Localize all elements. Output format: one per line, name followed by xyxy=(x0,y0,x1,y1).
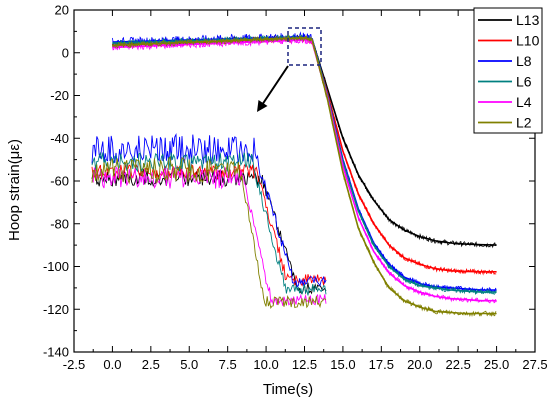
inset-series-l6 xyxy=(91,151,327,296)
zoom-arrow xyxy=(261,65,289,106)
inset-series-l8 xyxy=(91,132,327,288)
x-tick-label: 10.0 xyxy=(253,357,278,372)
x-tick-label: 22.5 xyxy=(446,357,471,372)
y-tick-label: -20 xyxy=(50,88,69,103)
legend-label-l6: L6 xyxy=(516,74,532,90)
x-tick-label: 0.0 xyxy=(103,357,121,372)
x-tick-label: 25.0 xyxy=(484,357,509,372)
y-tick-label: 0 xyxy=(62,45,69,60)
y-tick-label: -80 xyxy=(50,216,69,231)
x-tick-label: -2.5 xyxy=(63,357,85,372)
legend: L13 L10 L8 L6 L4 L2 xyxy=(473,7,543,134)
y-tick-label: -140 xyxy=(43,345,69,360)
annotation-layer xyxy=(257,27,322,112)
legend-label-l8: L8 xyxy=(516,53,532,69)
x-tick-label: 17.5 xyxy=(369,357,394,372)
y-tick-label: -60 xyxy=(50,174,69,189)
x-tick-label: 20.0 xyxy=(407,357,432,372)
y-tick-label: -40 xyxy=(50,131,69,146)
inset-series-l4 xyxy=(91,166,327,306)
y-tick-label: -120 xyxy=(43,302,69,317)
inset-series-l2 xyxy=(91,155,327,310)
legend-label-l4: L4 xyxy=(516,94,532,110)
legend-label-l13: L13 xyxy=(516,12,540,28)
series-layer xyxy=(112,31,497,318)
legend-label-l2: L2 xyxy=(516,115,532,131)
y-tick-label: 20 xyxy=(55,3,69,18)
series-noise-l13 xyxy=(112,34,497,249)
y-axis-title: Hoop strain(με) xyxy=(6,139,23,241)
x-tick-label: 27.5 xyxy=(522,357,547,372)
x-tick-label: 7.5 xyxy=(219,357,237,372)
x-tick-label: 2.5 xyxy=(142,357,160,372)
zoom-arrowhead xyxy=(257,100,268,112)
series-noise-l2 xyxy=(112,35,497,318)
y-tick-label: -100 xyxy=(43,259,69,274)
series-line-l10 xyxy=(112,38,497,273)
axes-layer: -2.5 0.0 2.5 5.0 7.5 10.0 12.5 15.0 17.5 20.0 22.5… xyxy=(43,3,548,373)
x-tick-label: 15.0 xyxy=(330,357,355,372)
x-axis-title: Time(s) xyxy=(263,381,313,398)
series-noise-l8 xyxy=(112,31,497,293)
x-tick-label: 5.0 xyxy=(180,357,198,372)
zoom-region-box xyxy=(287,27,322,66)
legend-box xyxy=(473,7,543,134)
series-noise-l10 xyxy=(112,35,497,276)
x-tick-label: 12.5 xyxy=(292,357,317,372)
series-line-l4 xyxy=(112,39,497,302)
zoom-inset xyxy=(91,132,327,310)
inset-series-l13 xyxy=(91,168,327,295)
legend-label-l10: L10 xyxy=(516,33,540,49)
